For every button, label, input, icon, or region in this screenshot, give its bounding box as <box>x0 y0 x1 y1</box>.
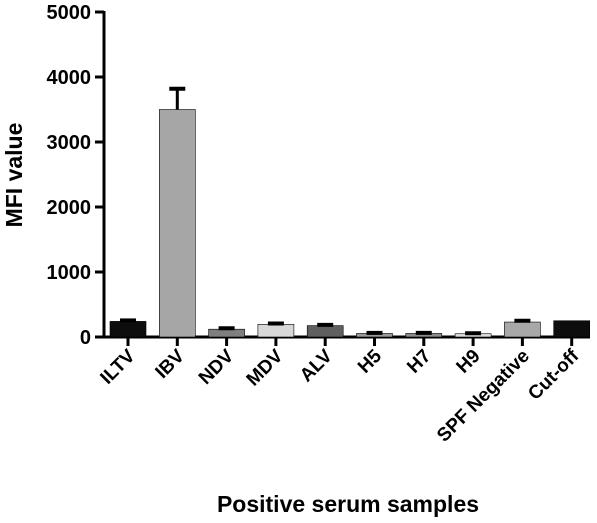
x-tick-label: H9 <box>453 346 485 378</box>
bar-ibv <box>159 109 196 338</box>
x-tick-label: H7 <box>403 346 435 378</box>
y-tick-label: 4000 <box>47 67 92 89</box>
y-axis-title: MFI value <box>1 123 27 228</box>
x-tick-label: MDV <box>243 345 288 390</box>
x-tick-label: ALV <box>296 345 337 386</box>
x-axis-title: Positive serum samples <box>217 491 479 517</box>
x-tick-label: H5 <box>354 345 386 377</box>
bar-ndv <box>208 328 245 338</box>
bar-alv <box>306 325 344 338</box>
y-tick-label: 5000 <box>47 2 92 24</box>
plot-area: 0 1000 2000 3000 4000 5000 ILTV IBV NDV MDV ALV H5 H… <box>47 2 591 446</box>
y-tick-label: 3000 <box>47 132 92 154</box>
x-tick-label: NDV <box>195 345 238 388</box>
x-tick-label: ILTV <box>97 345 140 388</box>
y-tick-label: 1000 <box>47 262 92 284</box>
x-tick-label: IBV <box>152 345 189 382</box>
y-tick-label: 2000 <box>47 197 92 219</box>
bar-mdv <box>257 324 295 338</box>
bar-cut-off <box>553 320 591 338</box>
x-tick-label: Cut-off <box>524 345 583 404</box>
y-tick-label: 0 <box>80 327 91 349</box>
bar-iltv <box>109 321 147 338</box>
bar-spf-negative <box>504 321 541 338</box>
